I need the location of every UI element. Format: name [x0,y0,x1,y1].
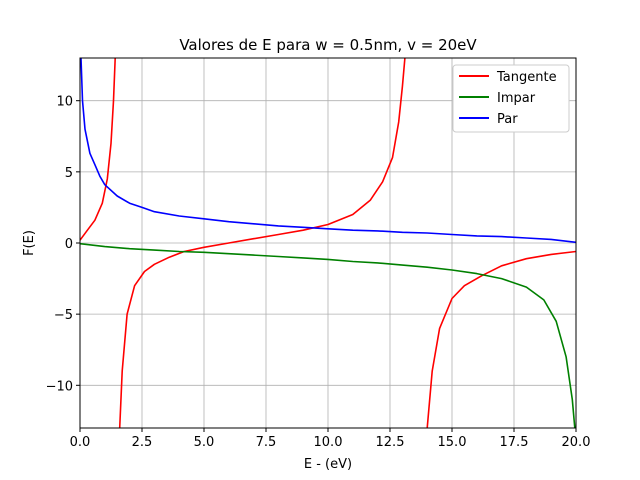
x-tick-label: 17.5 [500,435,529,450]
series-lines [80,58,576,428]
legend-label-par: Par [497,112,518,127]
x-tick-label: 0.0 [70,435,91,450]
y-axis-label: F(E) [22,230,37,256]
series-line-par [80,58,576,244]
y-tick-label: 5 [65,166,73,181]
ticks: 0.0 2.5 5.0 7.5 10.0 12.5 15.0 17.5 20.0 −10 −5 0 5 1… [46,95,591,450]
x-tick-label: 7.5 [256,435,277,450]
x-tick-label: 20.0 [562,435,591,450]
x-tick-label: 15.0 [438,435,467,450]
legend: Tangente Impar Par [452,64,570,133]
grid [79,58,577,428]
series-line-tangente [118,58,406,428]
legend-label-tangente: Tangente [496,70,557,85]
legend-box [452,64,570,133]
x-tick-label: 12.5 [376,435,405,450]
x-tick-label: 10.0 [314,435,343,450]
x-tick-label: 2.5 [132,435,153,450]
y-tick-label: 10 [56,95,73,110]
legend-label-impar: Impar [497,91,536,106]
series-line-impar [80,242,576,428]
y-tick-label: −10 [46,379,73,394]
x-tick-label: 5.0 [194,435,215,450]
y-tick-label: 0 [65,237,73,252]
y-tick-label: −5 [54,308,73,323]
x-axis-label: E - (eV) [304,457,352,472]
chart-title: Valores de E para w = 0.5nm, v = 20eV [179,36,477,54]
series-line-tangente [80,58,116,241]
series-line-tangente [426,250,576,428]
